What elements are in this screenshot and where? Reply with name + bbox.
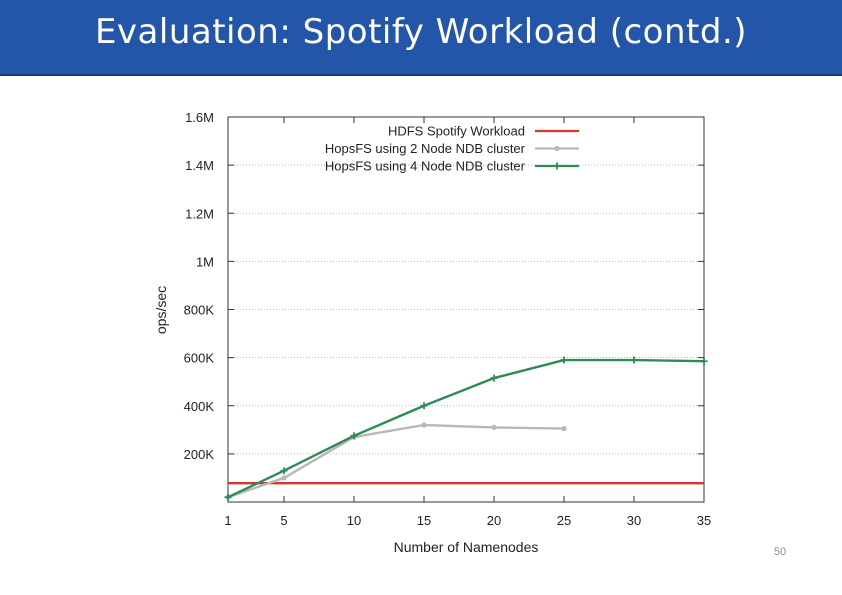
series-line	[227, 423, 565, 499]
data-point	[630, 356, 638, 364]
data-point	[561, 426, 567, 432]
series-line	[227, 358, 705, 499]
grid-layer	[228, 164, 704, 455]
legend-label: HDFS Spotify Workload	[388, 124, 525, 139]
data-point	[560, 356, 568, 364]
data-point	[280, 467, 288, 475]
y-tick-label: 1M	[196, 254, 214, 269]
data-point	[421, 422, 427, 428]
y-tick-label: 600K	[184, 351, 215, 366]
legend: HDFS Spotify Workload HopsFS using 2 Node…	[325, 124, 579, 174]
data-point	[700, 357, 708, 365]
x-axis-label: Number of Namenodes	[394, 539, 539, 555]
x-tick-label: 20	[487, 513, 501, 528]
y-tick-label: 1.4M	[185, 158, 214, 173]
data-point	[224, 493, 232, 501]
y-tick-label: 1.6M	[185, 110, 214, 125]
x-tick-label: 25	[557, 513, 571, 528]
series-layer	[224, 356, 708, 501]
y-tick-label: 200K	[184, 447, 215, 462]
y-tick-label: 1.2M	[185, 206, 214, 221]
page-number: 50	[773, 546, 787, 558]
x-tick-label: 15	[417, 513, 431, 528]
data-point	[281, 475, 287, 481]
y-tick-label: 800K	[184, 303, 215, 318]
data-point	[420, 402, 428, 410]
legend-label: HopsFS using 2 Node NDB cluster	[325, 141, 526, 156]
data-point	[491, 424, 497, 431]
title-bar: Evaluation: Spotify Workload (contd.)	[0, 0, 842, 76]
x-tick-label: 10	[347, 513, 361, 528]
data-point	[350, 432, 358, 440]
y-tick-label: 400K	[184, 399, 215, 414]
y-axis-label: ops/sec	[153, 286, 169, 334]
x-tick-label: 5	[280, 513, 287, 528]
legend-marker	[554, 145, 560, 152]
legend-marker	[553, 162, 561, 170]
slide-title: Evaluation: Spotify Workload (contd.)	[94, 12, 748, 52]
legend-label: HopsFS using 4 Node NDB cluster	[325, 159, 526, 174]
x-tick-label: 30	[627, 513, 641, 528]
x-tick-label: 1	[224, 513, 231, 528]
data-point	[490, 374, 498, 382]
x-tick-label: 35	[697, 513, 711, 528]
